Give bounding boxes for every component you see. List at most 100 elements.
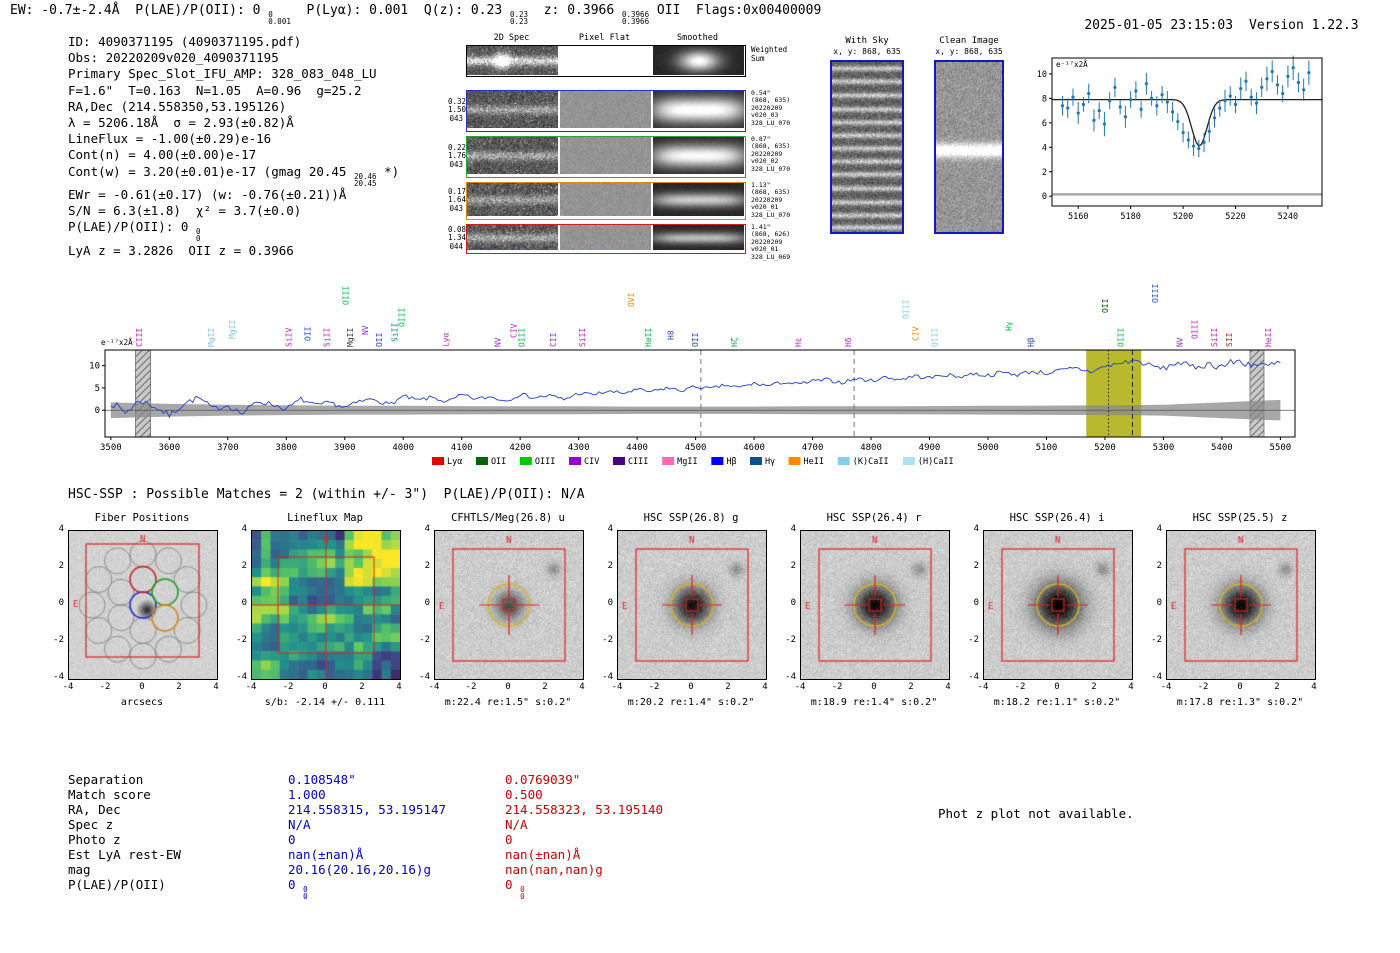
line-label: OIII: [1117, 328, 1126, 347]
line-label: OIII: [397, 308, 406, 327]
line-label: HeII: [644, 328, 653, 347]
clean-image-frame: [934, 60, 1004, 234]
cutout-image: [434, 530, 584, 680]
x-tick-label: 4600: [743, 443, 765, 453]
info-line: Cont(n) = 4.00(±0.00)e-17: [68, 147, 399, 163]
line-label: OII: [375, 332, 384, 347]
version-label: Version 1.22.3: [1249, 18, 1359, 33]
stacked-upper: 0: [520, 885, 525, 894]
stacked-upper: 0: [268, 10, 273, 19]
legend-swatch: [432, 457, 445, 465]
axis-tick-label: -2: [785, 635, 796, 645]
axis-tick-label: 2: [908, 682, 914, 692]
legend-label: HeII: [804, 457, 824, 467]
stacked-upper: 0.3966: [622, 10, 650, 19]
spec2d-2d-image: [467, 183, 558, 216]
data-point: [1302, 88, 1306, 92]
data-point: [1097, 108, 1101, 113]
clean-image-coords: x, y: 868, 635: [935, 47, 1003, 56]
text-segment: 214.558315, 53.195147: [288, 802, 447, 817]
axis-tick-label: -4: [428, 682, 440, 692]
data-point: [1108, 99, 1112, 103]
hsc-matches-header: HSC-SSP : Possible Matches = 2 (within +…: [68, 487, 585, 502]
text-segment: nan(±nan)Å: [505, 847, 581, 862]
stacked-lower: 0: [195, 234, 201, 244]
text-segment: nan(nan,nan)g: [505, 862, 603, 877]
axis-tick-label: 4: [1156, 524, 1162, 534]
line-fit-plot: 5160 5180 5200 5220 5240 0 2 4 6 8 10 e⁻¹⁷x2Å: [1037, 55, 1323, 222]
axis-tick-label: 0: [1156, 598, 1162, 608]
axis-tick-label: -4: [1160, 682, 1172, 692]
spec2d-col-header: Pixel Flat: [578, 33, 631, 43]
axis-tick-label: 2: [542, 682, 548, 692]
spec2d-panel: 2D Spec Pixel Flat Smoothed Weighted Sum 0.3…: [448, 33, 828, 263]
legend-label: (H)CaII: [918, 457, 954, 467]
spec2d-pixelflat-image: [560, 137, 651, 174]
data-point: [1254, 101, 1259, 105]
stacked-lower: 0: [303, 892, 308, 902]
match-row-label: Photo z: [68, 832, 121, 847]
axis-tick-label: -2: [1014, 682, 1026, 692]
text-segment: ID: 4090371195 (4090371195.pdf): [68, 34, 302, 49]
axis-tick-label: -2: [1151, 635, 1162, 645]
x-tick-label: 5240: [1278, 212, 1298, 222]
with-sky-image-frame: [830, 60, 904, 234]
cutout-title: Fiber Positions: [94, 512, 190, 524]
data-point: [1191, 144, 1196, 148]
axis-tick-label: -4: [602, 672, 613, 682]
cutout-image: [983, 530, 1133, 680]
axis-tick-label: -4: [419, 672, 430, 682]
axis-tick-label: 0: [424, 598, 430, 608]
legend-label: MgII: [677, 457, 697, 467]
line-label: SiII: [323, 328, 332, 347]
data-point: [1270, 69, 1274, 74]
axis-tick-label: 2: [359, 682, 365, 692]
info-line: LyA z = 3.2826 OII z = 0.3966: [68, 243, 399, 259]
x-tick-label: 5100: [1036, 443, 1058, 453]
line-label: OIII: [901, 300, 910, 319]
detection-info-block: ID: 4090371195 (4090371195.pdf) Obs: 2022…: [68, 34, 399, 259]
spec2d-col-header: Smoothed: [677, 33, 718, 43]
match-value: 0.0769039": [505, 772, 580, 787]
data-point: [1170, 110, 1175, 114]
spec2d-row-right-label: 0.87" (868, 635) 20220209 v020_02 328_LU…: [751, 135, 791, 173]
stacked-lower: 0: [520, 892, 525, 902]
match-value: 0: [288, 832, 296, 847]
text-segment: 1.000: [288, 787, 326, 802]
match-table: Separation Match score RA, Dec Spec z Photo …: [68, 772, 868, 912]
legend-swatch: [837, 457, 850, 465]
axis-tick-label: -2: [1197, 682, 1209, 692]
line-label: CIII: [135, 328, 144, 347]
axis-tick-label: -2: [236, 635, 247, 645]
match-value: 214.558323, 53.195140: [505, 802, 663, 817]
with-sky-coords: x, y: 868, 635: [833, 47, 901, 56]
cutout-title: HSC SSP(26.4) i: [1009, 512, 1105, 524]
data-point: [1281, 91, 1285, 96]
line-label: Hζ: [730, 337, 739, 347]
weighted-sum-label: Weighted Sum: [751, 45, 788, 63]
data-point: [1076, 111, 1080, 115]
x-tick-label: 4900: [919, 443, 941, 453]
data-point: [1202, 140, 1206, 144]
spec2d-row-right-label: 1.13" (868, 635) 20220209 v020_01 328_LU…: [751, 181, 791, 219]
text-segment: Cont(w) = 3.20(±0.01)e-17 (gmag 20.45: [68, 163, 354, 179]
line-label: OIII: [1190, 320, 1199, 339]
text-segment: *): [376, 163, 400, 179]
legend-label: Lyα: [447, 457, 462, 467]
x-tick-label: 5200: [1173, 212, 1193, 222]
text-segment: 0.0769039": [505, 772, 581, 787]
spec2d-weighted-smoothed: [653, 46, 744, 75]
axis-tick-label: -4: [1151, 672, 1162, 682]
data-point: [1102, 122, 1107, 126]
data-point: [1265, 77, 1269, 81]
legend-label: (K)CaII: [853, 457, 889, 467]
spec2d-2d-image: [467, 91, 558, 128]
data-point: [1176, 120, 1180, 124]
line-label: H8: [666, 330, 675, 340]
data-point: [1134, 89, 1138, 93]
line-label: OII: [691, 332, 700, 347]
axis-tick-label: -4: [245, 682, 257, 692]
data-point: [1307, 71, 1311, 75]
text-segment: S/N = 6.3(±1.8) χ² = 3.7(±0.0): [68, 203, 302, 219]
